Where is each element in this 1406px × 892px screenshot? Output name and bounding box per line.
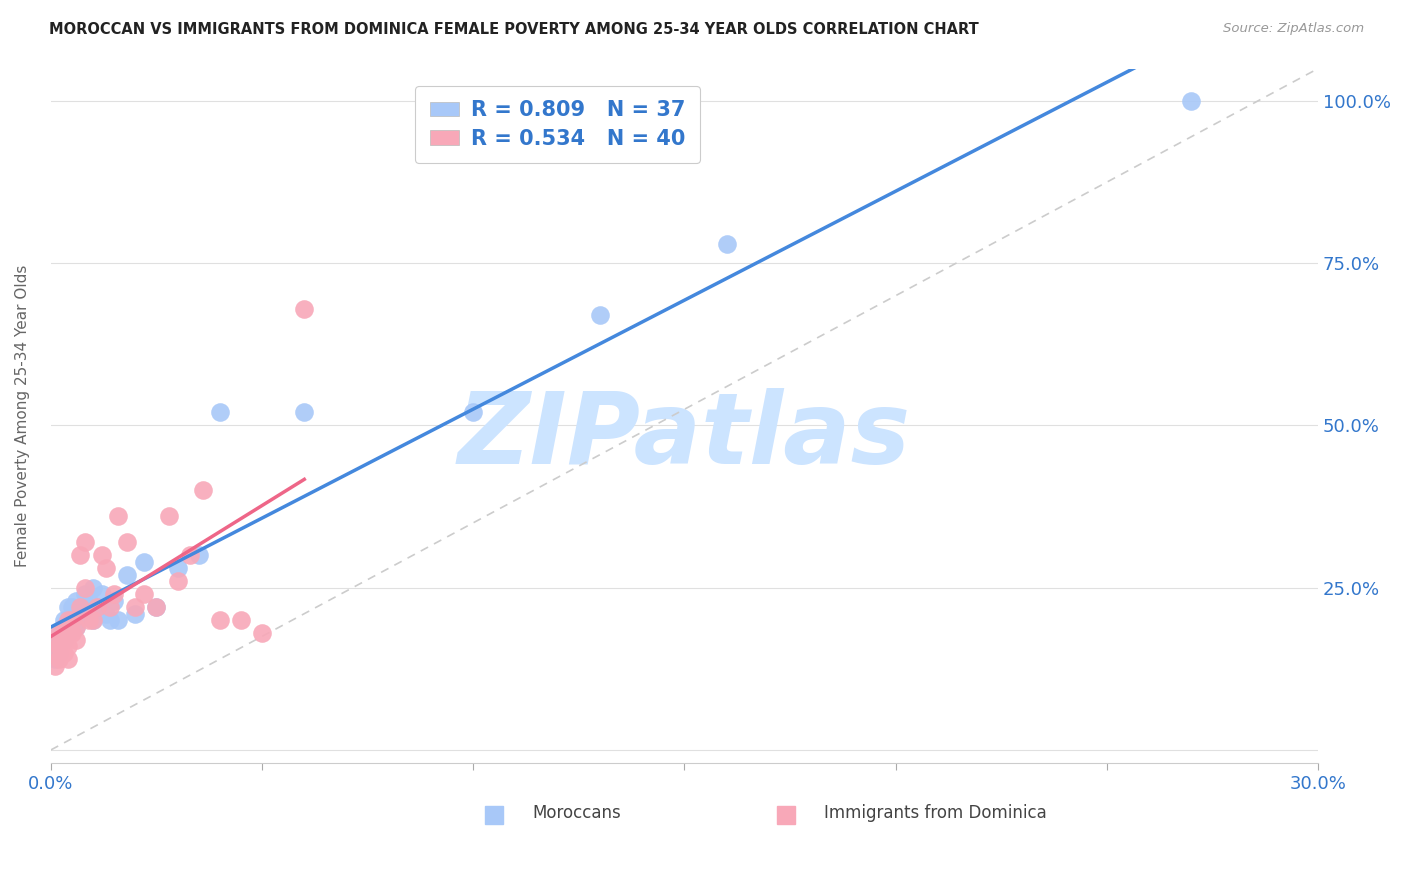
Point	[77, 593, 100, 607]
Point	[44, 658, 66, 673]
Point	[292, 405, 315, 419]
Point	[65, 632, 87, 647]
Y-axis label: Female Poverty Among 25-34 Year Olds: Female Poverty Among 25-34 Year Olds	[15, 265, 30, 567]
Point	[292, 301, 315, 316]
Point	[1180, 94, 1202, 108]
Point	[86, 600, 108, 615]
Point	[208, 405, 231, 419]
Point	[48, 652, 70, 666]
Point	[52, 646, 75, 660]
Text: Moroccans: Moroccans	[533, 804, 621, 822]
Point	[98, 600, 121, 615]
Text: ZIPatlas: ZIPatlas	[458, 388, 911, 485]
Text: MOROCCAN VS IMMIGRANTS FROM DOMINICA FEMALE POVERTY AMONG 25-34 YEAR OLDS CORREL: MOROCCAN VS IMMIGRANTS FROM DOMINICA FEM…	[49, 22, 979, 37]
Point	[56, 613, 79, 627]
Point	[250, 626, 273, 640]
Point	[82, 613, 104, 627]
Point	[132, 555, 155, 569]
Point	[73, 600, 96, 615]
Point	[90, 548, 112, 562]
Point	[48, 626, 70, 640]
Point	[166, 561, 188, 575]
Point	[60, 613, 83, 627]
Point	[191, 483, 214, 498]
Point	[94, 607, 117, 621]
Point	[107, 613, 129, 627]
Point	[69, 607, 91, 621]
Point	[52, 620, 75, 634]
Point	[69, 548, 91, 562]
Point	[48, 639, 70, 653]
Point	[48, 646, 70, 660]
Text: Source: ZipAtlas.com: Source: ZipAtlas.com	[1223, 22, 1364, 36]
Point	[60, 613, 83, 627]
Point	[44, 639, 66, 653]
Point	[103, 593, 125, 607]
Point	[145, 600, 167, 615]
Point	[157, 509, 180, 524]
Point	[73, 581, 96, 595]
Point	[56, 626, 79, 640]
Point	[48, 626, 70, 640]
Point	[115, 567, 138, 582]
Point	[73, 535, 96, 549]
Point	[145, 600, 167, 615]
Point	[82, 613, 104, 627]
Point	[52, 632, 75, 647]
Point	[44, 632, 66, 647]
Point	[44, 652, 66, 666]
Point	[44, 646, 66, 660]
Point	[52, 632, 75, 647]
Point	[90, 587, 112, 601]
Point	[107, 509, 129, 524]
Point	[56, 600, 79, 615]
Point	[52, 613, 75, 627]
Point	[65, 620, 87, 634]
Point	[86, 600, 108, 615]
Point	[229, 613, 252, 627]
Point	[208, 613, 231, 627]
Point	[589, 308, 612, 322]
Point	[65, 593, 87, 607]
Legend: R = 0.809   N = 37, R = 0.534   N = 40: R = 0.809 N = 37, R = 0.534 N = 40	[415, 86, 700, 163]
Point	[124, 600, 146, 615]
Point	[716, 236, 738, 251]
Point	[124, 607, 146, 621]
Point	[69, 600, 91, 615]
Point	[56, 652, 79, 666]
Point	[65, 620, 87, 634]
Point	[179, 548, 201, 562]
Point	[166, 574, 188, 589]
Point	[82, 581, 104, 595]
Point	[98, 613, 121, 627]
Point	[73, 587, 96, 601]
Point	[77, 613, 100, 627]
Point	[56, 639, 79, 653]
Point	[103, 587, 125, 601]
Point	[115, 535, 138, 549]
Point	[60, 600, 83, 615]
Point	[60, 626, 83, 640]
Point	[187, 548, 209, 562]
Point	[132, 587, 155, 601]
Text: Immigrants from Dominica: Immigrants from Dominica	[824, 804, 1046, 822]
Point	[94, 561, 117, 575]
Point	[52, 620, 75, 634]
Point	[463, 405, 485, 419]
